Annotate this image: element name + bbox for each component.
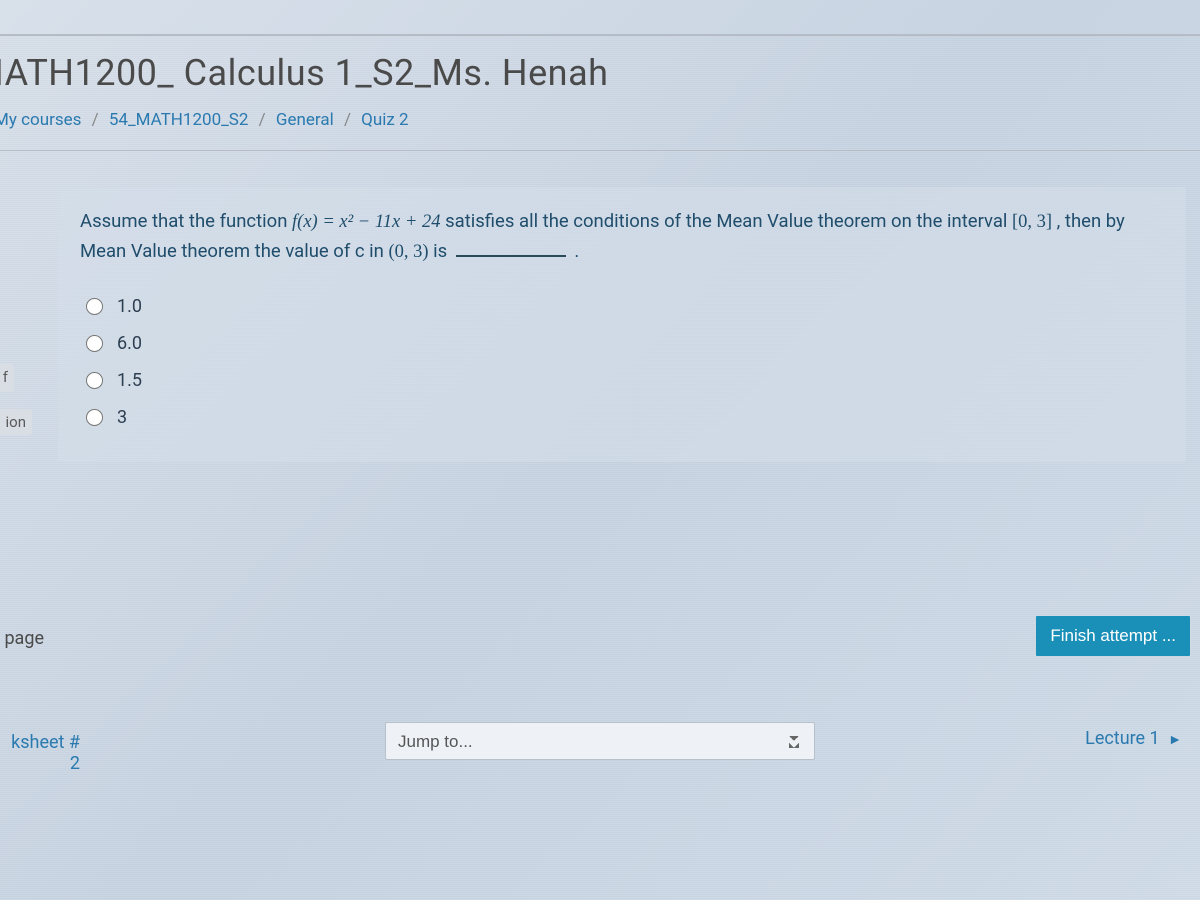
- question-text: Assume that the function f(x) = x² − 11x…: [80, 207, 1164, 266]
- answer-radio-c[interactable]: [86, 372, 103, 389]
- answer-label-d[interactable]: 3: [117, 407, 127, 428]
- answer-label-b[interactable]: 6.0: [117, 333, 142, 354]
- question-function-expression: f(x) = x² − 11x + 24: [292, 212, 440, 232]
- header-divider: [0, 150, 1200, 151]
- question-card: Assume that the function f(x) = x² − 11x…: [58, 187, 1186, 462]
- question-tail: is: [433, 240, 452, 262]
- question-closed-interval: [0, 3]: [1012, 212, 1052, 232]
- breadcrumb-separator: /: [92, 110, 99, 130]
- answer-radio-a[interactable]: [86, 298, 103, 315]
- page-title: IATH1200_ Calculus 1_S2_Ms. Henah: [0, 36, 1200, 108]
- breadcrumb-separator: /: [259, 110, 266, 130]
- bottom-nav: Jump to...: [0, 722, 1200, 760]
- breadcrumb-item-general[interactable]: General: [276, 110, 334, 130]
- breadcrumb-item-course[interactable]: 54_MATH1200_S2: [109, 110, 249, 130]
- question-terminator: .: [574, 240, 579, 262]
- flag-question-stub[interactable]: f: [0, 364, 14, 392]
- jump-to-select[interactable]: Jump to...: [385, 722, 815, 760]
- chevron-right-icon: ►: [1168, 732, 1182, 748]
- breadcrumb-separator: /: [344, 110, 351, 130]
- previous-page-stub[interactable]: page: [0, 624, 50, 653]
- question-open-interval: (0, 3): [388, 242, 428, 262]
- answer-blank: [456, 240, 566, 257]
- answer-label-c[interactable]: 1.5: [117, 370, 142, 391]
- answer-options: 1.0 6.0 1.5 3: [80, 288, 1164, 436]
- answer-option[interactable]: 1.0: [80, 288, 1164, 325]
- answer-radio-d[interactable]: [86, 409, 103, 426]
- answer-option[interactable]: 6.0: [80, 325, 1164, 362]
- question-mid: satisfies all the conditions of the Mean…: [445, 210, 1012, 232]
- next-activity-label: Lecture 1: [1085, 728, 1160, 749]
- question-info-stub: ion: [0, 409, 32, 435]
- question-prefix: Assume that the function: [80, 210, 292, 232]
- answer-option[interactable]: 3: [80, 399, 1164, 436]
- finish-attempt-button[interactable]: Finish attempt ...: [1036, 616, 1190, 656]
- answer-radio-b[interactable]: [86, 335, 103, 352]
- next-activity-link[interactable]: Lecture 1 ►: [1085, 728, 1182, 749]
- answer-option[interactable]: 1.5: [80, 362, 1164, 399]
- breadcrumb: My courses / 54_MATH1200_S2 / General / …: [0, 108, 1200, 146]
- breadcrumb-item-quiz[interactable]: Quiz 2: [361, 110, 408, 130]
- breadcrumb-item-mycourses[interactable]: My courses: [0, 110, 81, 130]
- answer-label-a[interactable]: 1.0: [117, 296, 142, 317]
